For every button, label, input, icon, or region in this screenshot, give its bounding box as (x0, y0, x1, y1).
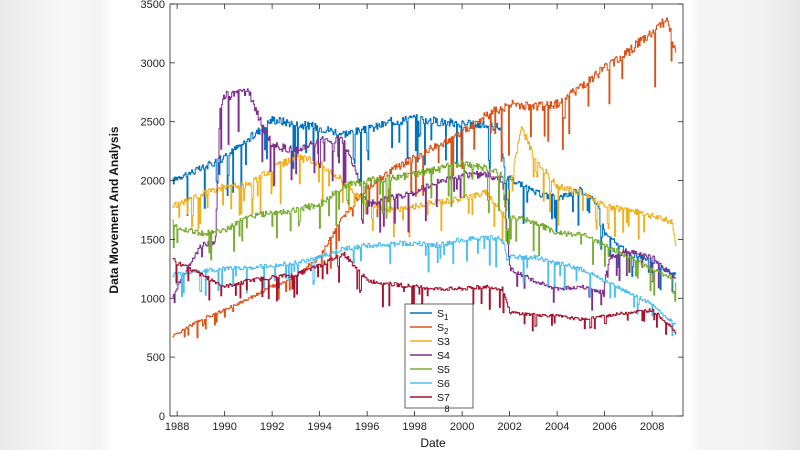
legend-label-base: S (437, 350, 444, 362)
series-line-s7 (172, 251, 677, 335)
y-axis-title: Data Movement And Analysis (107, 126, 121, 293)
y-tick-label: 1000 (141, 293, 165, 305)
x-tick-label: 1994 (307, 421, 331, 433)
x-tick-label: 1998 (402, 421, 426, 433)
x-axis: 1988 1990 1992 1994 1996 1998 2000 2002 2004 2006… (165, 4, 664, 433)
legend-label-suffix: 6 (444, 378, 450, 390)
legend-box (404, 303, 474, 409)
series-line-s1 (172, 114, 677, 293)
series-group (172, 17, 677, 339)
legend-label-s5: S5 (437, 364, 450, 376)
legend-label-suffix: 7 (444, 392, 450, 404)
legend-label-suffix: 2 (444, 327, 449, 336)
legend-label-s4: S4 (437, 350, 450, 362)
legend-label-suffix: 5 (444, 364, 450, 376)
legend-label-s3: S3 (437, 336, 450, 348)
footnote: 8 (444, 404, 449, 414)
legend-label-base: S (437, 392, 444, 404)
x-tick-label: 1990 (212, 421, 236, 433)
x-tick-label: 2002 (497, 421, 521, 433)
y-axis: 0 500 1000 1500 2000 2500 3000 3500 (141, 0, 683, 423)
x-tick-label: 2000 (450, 421, 474, 433)
series-line-s4 (172, 88, 677, 311)
x-axis-title: Date (420, 436, 446, 450)
legend-label-s1: S1 (437, 308, 449, 322)
x-tick-label: 2008 (640, 421, 664, 433)
legend-label-suffix: 4 (444, 350, 450, 362)
series-line-s6 (172, 235, 677, 337)
legend-label-s2: S2 (437, 322, 449, 336)
legend-label-suffix: 1 (444, 313, 449, 322)
legend-label-base: S (437, 378, 444, 390)
legend-label-base: S (437, 308, 444, 320)
y-tick-label: 3000 (141, 58, 165, 70)
legend-label-s6: S6 (437, 378, 450, 390)
x-tick-label: 1988 (165, 421, 189, 433)
series-line-s3 (172, 126, 677, 247)
series-line-s2 (172, 17, 677, 339)
y-tick-label: 2000 (141, 176, 165, 188)
y-tick-label: 500 (147, 352, 165, 364)
y-tick-label: 1500 (141, 234, 165, 246)
legend-label-base: S (437, 364, 444, 376)
y-tick-label: 3500 (141, 0, 165, 11)
legend-label-s7: S7 (437, 392, 450, 404)
x-tick-label: 2004 (545, 421, 569, 433)
x-tick-label: 1996 (355, 421, 379, 433)
y-tick-label: 0 (159, 411, 165, 423)
x-tick-label: 2006 (592, 421, 616, 433)
legend-label-base: S (437, 322, 444, 334)
y-tick-label: 2500 (141, 117, 165, 129)
series-line-s5 (172, 159, 677, 302)
legend-label-suffix: 3 (444, 336, 450, 348)
legend-label-base: S (437, 336, 444, 348)
x-tick-label: 1992 (260, 421, 284, 433)
plot-frame (169, 3, 684, 417)
